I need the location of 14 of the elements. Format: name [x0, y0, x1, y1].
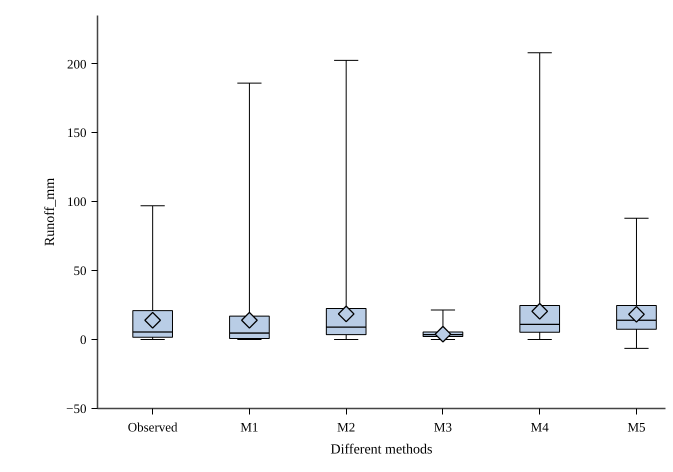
y-tick-label: 200	[67, 56, 86, 72]
x-axis-title: Different methods	[330, 442, 433, 458]
y-tick-label: 150	[67, 125, 86, 140]
x-tick-label: M2	[337, 420, 356, 434]
y-tick-label: 100	[67, 194, 86, 210]
y-axis-title: Runoff_mm	[43, 178, 58, 246]
x-tick-label: M4	[530, 420, 550, 434]
y-tick-label: −50	[66, 401, 87, 416]
x-tick-label: Observed	[128, 420, 178, 434]
y-tick-label: 0	[80, 332, 86, 348]
x-tick-label: M5	[627, 420, 646, 434]
x-tick-label: M3	[434, 420, 452, 434]
x-tick-label: M1	[240, 420, 258, 434]
y-tick-label: 50	[74, 263, 86, 278]
